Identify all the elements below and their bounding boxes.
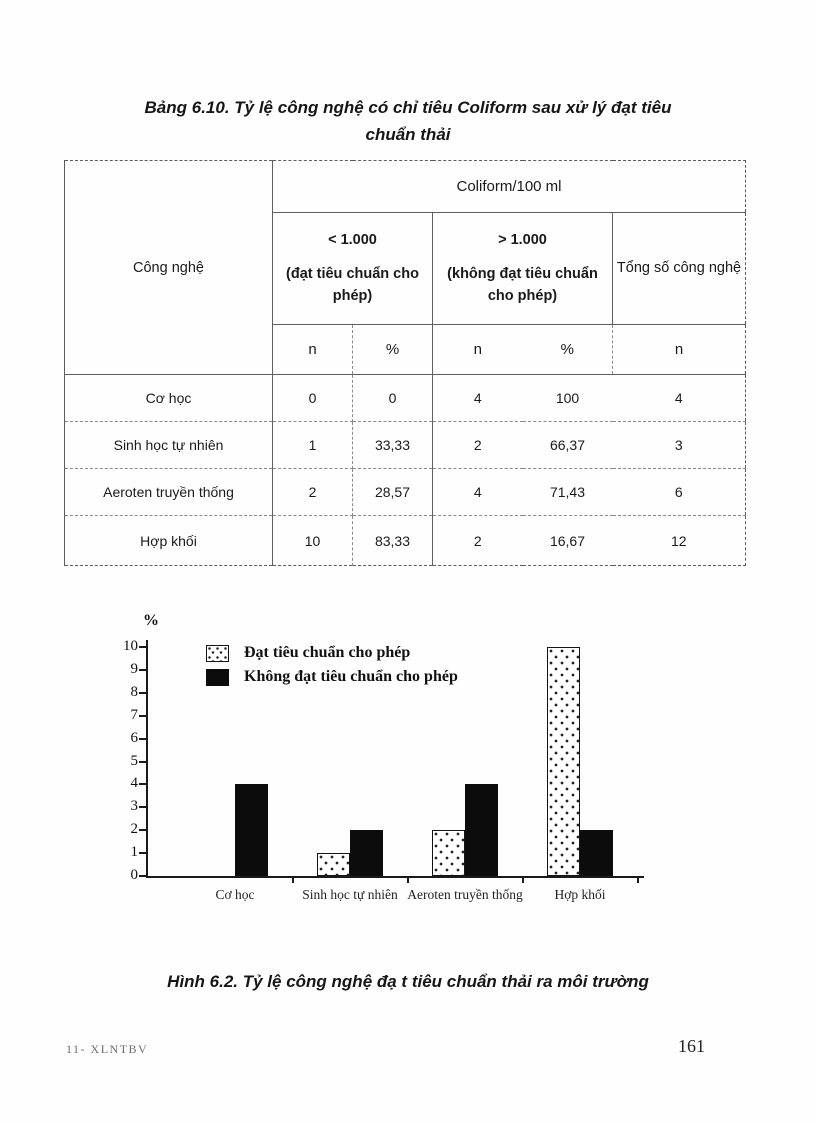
y-tick-label: 4 <box>130 775 139 792</box>
bar-series1-cat3 <box>580 830 613 876</box>
legend-label: Đạt tiêu chuẩn cho phép <box>244 644 411 661</box>
y-tick-label: 9 <box>130 660 139 677</box>
y-tick-label: 2 <box>130 821 139 838</box>
cell-total: 12 <box>670 532 687 549</box>
y-tick-mark <box>139 737 146 740</box>
chart-legend: Đạt tiêu chuẩn cho phép Không đạt tiêu ch… <box>206 644 458 692</box>
table-title: Bảng 6.10. Tỷ lệ công nghệ có chỉ tiêu C… <box>144 98 672 145</box>
header-group-lt1000: < 1.000 (đạt tiêu chuẩn cho phép) <box>272 212 433 325</box>
header-coliform: Coliform/100 ml <box>272 160 746 213</box>
cell-lt-n: 1 <box>272 421 353 469</box>
header-gt1000-note: (không đạt tiêu chuẩn cho phép) <box>447 266 598 304</box>
subheader-gt-n: n <box>432 324 523 375</box>
legend-item: Không đạt tiêu chuẩn cho phép <box>206 668 458 686</box>
legend-label: Không đạt tiêu chuẩn cho phép <box>244 668 458 685</box>
x-tick-mark <box>637 876 639 883</box>
y-tick-label: 6 <box>130 729 139 746</box>
header-total: Tổng số công nghệ <box>612 212 746 325</box>
header-lt1000-note: (đạt tiêu chuẩn cho phép) <box>286 266 419 304</box>
x-tick-mark <box>522 876 524 883</box>
y-tick-label: 3 <box>130 798 139 815</box>
header-gt1000-value: > 1.000 <box>498 232 547 249</box>
x-category-label: Hợp khối <box>554 887 606 902</box>
y-tick-mark <box>139 714 146 717</box>
cell-lt-pct: 33,33 <box>352 421 433 469</box>
legend-item: Đạt tiêu chuẩn cho phép <box>206 644 458 662</box>
y-tick-mark <box>139 646 146 648</box>
solid-swatch-icon <box>206 668 229 686</box>
cell-gt-pct: 71,43 <box>522 468 613 516</box>
cell-lt-pct: 0 <box>352 374 433 422</box>
page-number: 161 <box>678 1036 705 1056</box>
cell-total: 6 <box>612 468 746 516</box>
bar-series1-cat0 <box>235 784 268 876</box>
x-axis <box>146 876 644 878</box>
y-tick-label: 0 <box>130 867 139 883</box>
table-row: Aeroten truyền thống 2 28,57 4 71,43 6 <box>64 468 746 516</box>
y-tick-mark <box>139 668 146 671</box>
y-axis <box>146 640 148 878</box>
table-row: Cơ học 0 0 4 100 4 <box>64 374 746 422</box>
header-tech: Công nghệ <box>64 160 273 375</box>
y-tick-label: 10 <box>123 638 138 654</box>
cell-gt-pct: 66,37 <box>522 421 613 469</box>
subheader-lt-pct: % <box>352 324 433 375</box>
x-tick-mark <box>407 876 409 883</box>
x-category-label: Cơ học <box>215 887 255 902</box>
y-tick-label: 8 <box>130 683 139 700</box>
bar-series1-cat1 <box>350 830 383 876</box>
row-label: Sinh học tự nhiên <box>64 421 273 469</box>
y-tick-mark <box>139 691 146 694</box>
cell-gt-n: 4 <box>432 468 523 516</box>
y-tick-mark <box>139 806 146 809</box>
row-label: Cơ học <box>64 374 273 422</box>
y-tick-mark <box>139 760 146 763</box>
y-tick-mark <box>139 783 146 786</box>
x-tick-mark <box>292 876 294 883</box>
header-lt1000-value: < 1.000 <box>328 232 377 249</box>
y-tick-mark <box>139 829 146 832</box>
cell-gt-pct: 16,67 <box>549 532 586 549</box>
bar-series0-cat3 <box>547 647 580 876</box>
y-tick-label: 7 <box>130 706 139 723</box>
cell-lt-pct: 28,57 <box>352 468 433 516</box>
figure-caption: Hình 6.2. Tỷ lệ công nghệ đạ t tiêu chuẩ… <box>167 972 649 991</box>
cell-lt-n: 10 <box>272 515 353 566</box>
coliform-table: Công nghệ Coliform/100 ml < 1.000 (đạt t… <box>64 160 747 566</box>
cell-lt-pct: 83,33 <box>352 515 433 566</box>
row-label: Aeroten truyền thống <box>64 468 273 516</box>
cell-total: 3 <box>612 421 746 469</box>
header-group-gt1000: > 1.000 (không đạt tiêu chuẩn cho phép) <box>432 212 613 325</box>
bar-chart: % 0 1 2 3 4 5 6 7 8 9 10 Cơ học Sinh học tự nhiên Ae… <box>0 610 816 970</box>
subheader-lt-n: n <box>272 324 353 375</box>
cell-lt-n: 0 <box>272 374 353 422</box>
y-tick-mark <box>139 852 146 855</box>
x-category-label: Sinh học tự nhiên <box>302 887 398 902</box>
x-category-label: Aeroten truyền thống <box>407 887 523 902</box>
y-tick-label: 1 <box>130 844 139 861</box>
dotted-swatch-icon <box>206 644 229 662</box>
bar-series1-cat2 <box>465 784 498 876</box>
y-tick-mark <box>139 875 146 877</box>
cell-gt-n: 2 <box>473 532 482 549</box>
cell-gt-n: 2 <box>432 421 523 469</box>
bar-series0-cat1 <box>317 853 350 876</box>
subheader-total-n: n <box>612 324 746 375</box>
y-tick-label: 5 <box>130 752 139 769</box>
cell-gt-n: 4 <box>432 374 523 422</box>
bar-series0-cat2 <box>432 830 465 876</box>
cell-gt-pct: 100 <box>522 374 613 422</box>
cell-total: 4 <box>612 374 746 422</box>
cell-lt-n: 2 <box>272 468 353 516</box>
footer-signature: 11- XLNTBV <box>66 1042 149 1056</box>
y-axis-unit-label: % <box>143 612 159 629</box>
subheader-gt-pct: % <box>522 324 613 375</box>
row-label: Hợp khối <box>64 515 273 566</box>
table-row: Hợp khối 10 83,33 2 16,67 12 <box>64 515 746 566</box>
table-row: Sinh học tự nhiên 1 33,33 2 66,37 3 <box>64 421 746 469</box>
